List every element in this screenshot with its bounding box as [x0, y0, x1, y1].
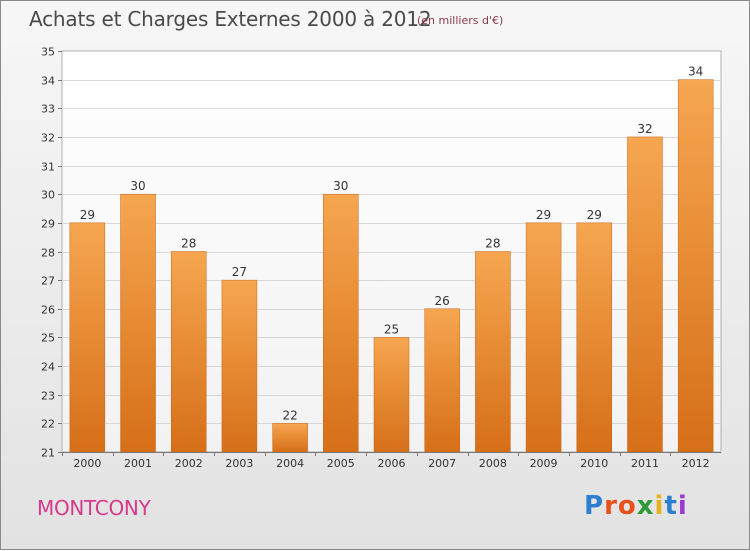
logo-letter: t — [664, 491, 678, 521]
bar-value-label: 26 — [435, 294, 450, 308]
chart-subtitle: (en milliers d'€) — [417, 14, 504, 27]
bar-2001 — [120, 193, 156, 453]
bar-2003 — [221, 279, 258, 453]
bar-value-label: 30 — [333, 179, 348, 193]
bar-value-label: 32 — [637, 122, 652, 136]
chart-title: Achats et Charges Externes 2000 à 2012 — [29, 7, 432, 31]
bar-value-label: 29 — [80, 208, 95, 222]
x-tick-label: 2009 — [530, 457, 558, 470]
x-tick-label: 2000 — [73, 457, 101, 470]
bar-value-label: 28 — [181, 237, 196, 251]
bar-2008 — [475, 251, 511, 453]
y-tick-label: 23 — [41, 390, 55, 403]
bar-value-label: 22 — [282, 408, 297, 422]
x-tick-label: 2003 — [225, 457, 253, 470]
y-tick-label: 22 — [41, 418, 55, 431]
y-tick-label: 21 — [41, 447, 55, 460]
y-tick-label: 27 — [41, 275, 55, 288]
place-name: MONTCONY — [37, 496, 151, 520]
y-tick-label: 24 — [41, 361, 55, 374]
y-tick-label: 26 — [41, 304, 55, 317]
bar-value-label: 27 — [232, 265, 247, 279]
x-tick-label: 2011 — [631, 457, 659, 470]
y-tick-label: 29 — [41, 218, 55, 231]
x-tick-label: 2007 — [428, 457, 456, 470]
bar-2005 — [323, 193, 359, 453]
y-tick-label: 28 — [41, 247, 55, 260]
x-tick-label: 2010 — [580, 457, 608, 470]
logo-letter: o — [617, 491, 637, 521]
bar-2012 — [677, 79, 714, 453]
logo-letter: r — [604, 491, 618, 521]
bar-value-label: 29 — [536, 208, 551, 222]
logo-letter: x — [636, 491, 655, 521]
y-tick-label: 33 — [41, 103, 55, 116]
logo-letter: P — [584, 491, 605, 521]
bar-2006 — [373, 337, 410, 453]
bar-2011 — [627, 136, 663, 453]
logo-letter: i — [654, 491, 665, 521]
bar-2000 — [69, 222, 106, 453]
logo-letter: i — [677, 491, 688, 521]
y-tick-label: 31 — [41, 161, 55, 174]
y-tick-label: 34 — [41, 75, 55, 88]
x-tick-label: 2012 — [682, 457, 710, 470]
bar-value-label: 29 — [587, 208, 602, 222]
proxiti-logo: Proxiti — [584, 491, 688, 521]
x-tick-label: 2008 — [479, 457, 507, 470]
bar-2009 — [525, 222, 562, 453]
y-tick-label: 35 — [41, 46, 55, 59]
x-tick-label: 2004 — [276, 457, 304, 470]
y-tick-label: 30 — [41, 189, 55, 202]
y-tick-label: 25 — [41, 332, 55, 345]
x-tick-label: 2002 — [175, 457, 203, 470]
bar-value-label: 34 — [688, 65, 703, 79]
bar-2002 — [170, 251, 207, 453]
bar-value-label: 28 — [485, 237, 500, 251]
x-tick-label: 2006 — [378, 457, 406, 470]
x-tick-label: 2005 — [327, 457, 355, 470]
bar-value-label: 25 — [384, 322, 399, 336]
bar-value-label: 30 — [130, 179, 145, 193]
bar-2010 — [576, 222, 613, 453]
x-tick-label: 2001 — [124, 457, 152, 470]
bar-2007 — [424, 308, 460, 453]
bar-2004 — [272, 423, 308, 453]
y-tick-label: 32 — [41, 132, 55, 145]
